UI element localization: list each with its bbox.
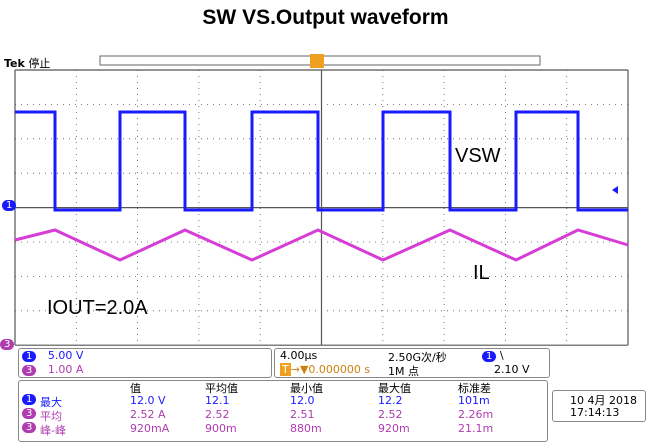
row-name: 峰-峰 xyxy=(40,422,66,438)
time-scale: 4.00μs xyxy=(280,349,317,362)
time: 17:14:13 xyxy=(570,406,619,419)
ch-scale: 1.00 A xyxy=(48,363,84,376)
measurement-value: 21.1m xyxy=(458,422,493,435)
trigger-channel: 1 xyxy=(482,351,496,362)
row-channel: 3 xyxy=(22,422,36,433)
measurement-value: 12.0 xyxy=(290,394,315,407)
ch-scale: 5.00 V xyxy=(48,349,84,362)
ch3-marker: 3 xyxy=(0,339,14,350)
measurement-value: 101m xyxy=(458,394,490,407)
ch-badge: 3 xyxy=(22,365,36,376)
measurement-value: 12.1 xyxy=(205,394,230,407)
measurement-value: 880m xyxy=(290,422,322,435)
il-label: IL xyxy=(473,262,490,285)
measurement-value: 920m xyxy=(378,422,410,435)
page: SW VS.Output waveform Tek 停止 1 3 VSW IL … xyxy=(0,0,651,441)
trigger-level-text: 2.10 V xyxy=(494,363,530,376)
trigger-slope: \ xyxy=(500,349,504,362)
ch1-marker: 1 xyxy=(2,200,16,211)
measurement-value: 920mA xyxy=(130,422,169,435)
trigger-marker xyxy=(310,54,324,68)
measurement-value: 12.2 xyxy=(378,394,403,407)
measurement-value: 900m xyxy=(205,422,237,435)
row-channel: 1 xyxy=(22,394,36,405)
time-position: 0.000000 s xyxy=(308,363,370,376)
measurement-value: 2.26m xyxy=(458,408,493,421)
row-channel: 3 xyxy=(22,408,36,419)
trigger-level xyxy=(612,186,618,194)
record-length: 1M 点 xyxy=(388,363,419,379)
measurement-value: 2.51 xyxy=(290,408,315,421)
vsw-label: VSW xyxy=(455,145,501,168)
measurement-value: 2.52 xyxy=(378,408,403,421)
ch-badge: 1 xyxy=(22,351,36,362)
iout-label: IOUT=2.0A xyxy=(47,297,148,320)
title: SW VS.Output waveform xyxy=(0,6,651,30)
measurement-value: 12.0 V xyxy=(130,394,166,407)
measurement-value: 2.52 xyxy=(205,408,230,421)
measurement-value: 2.52 A xyxy=(130,408,166,421)
